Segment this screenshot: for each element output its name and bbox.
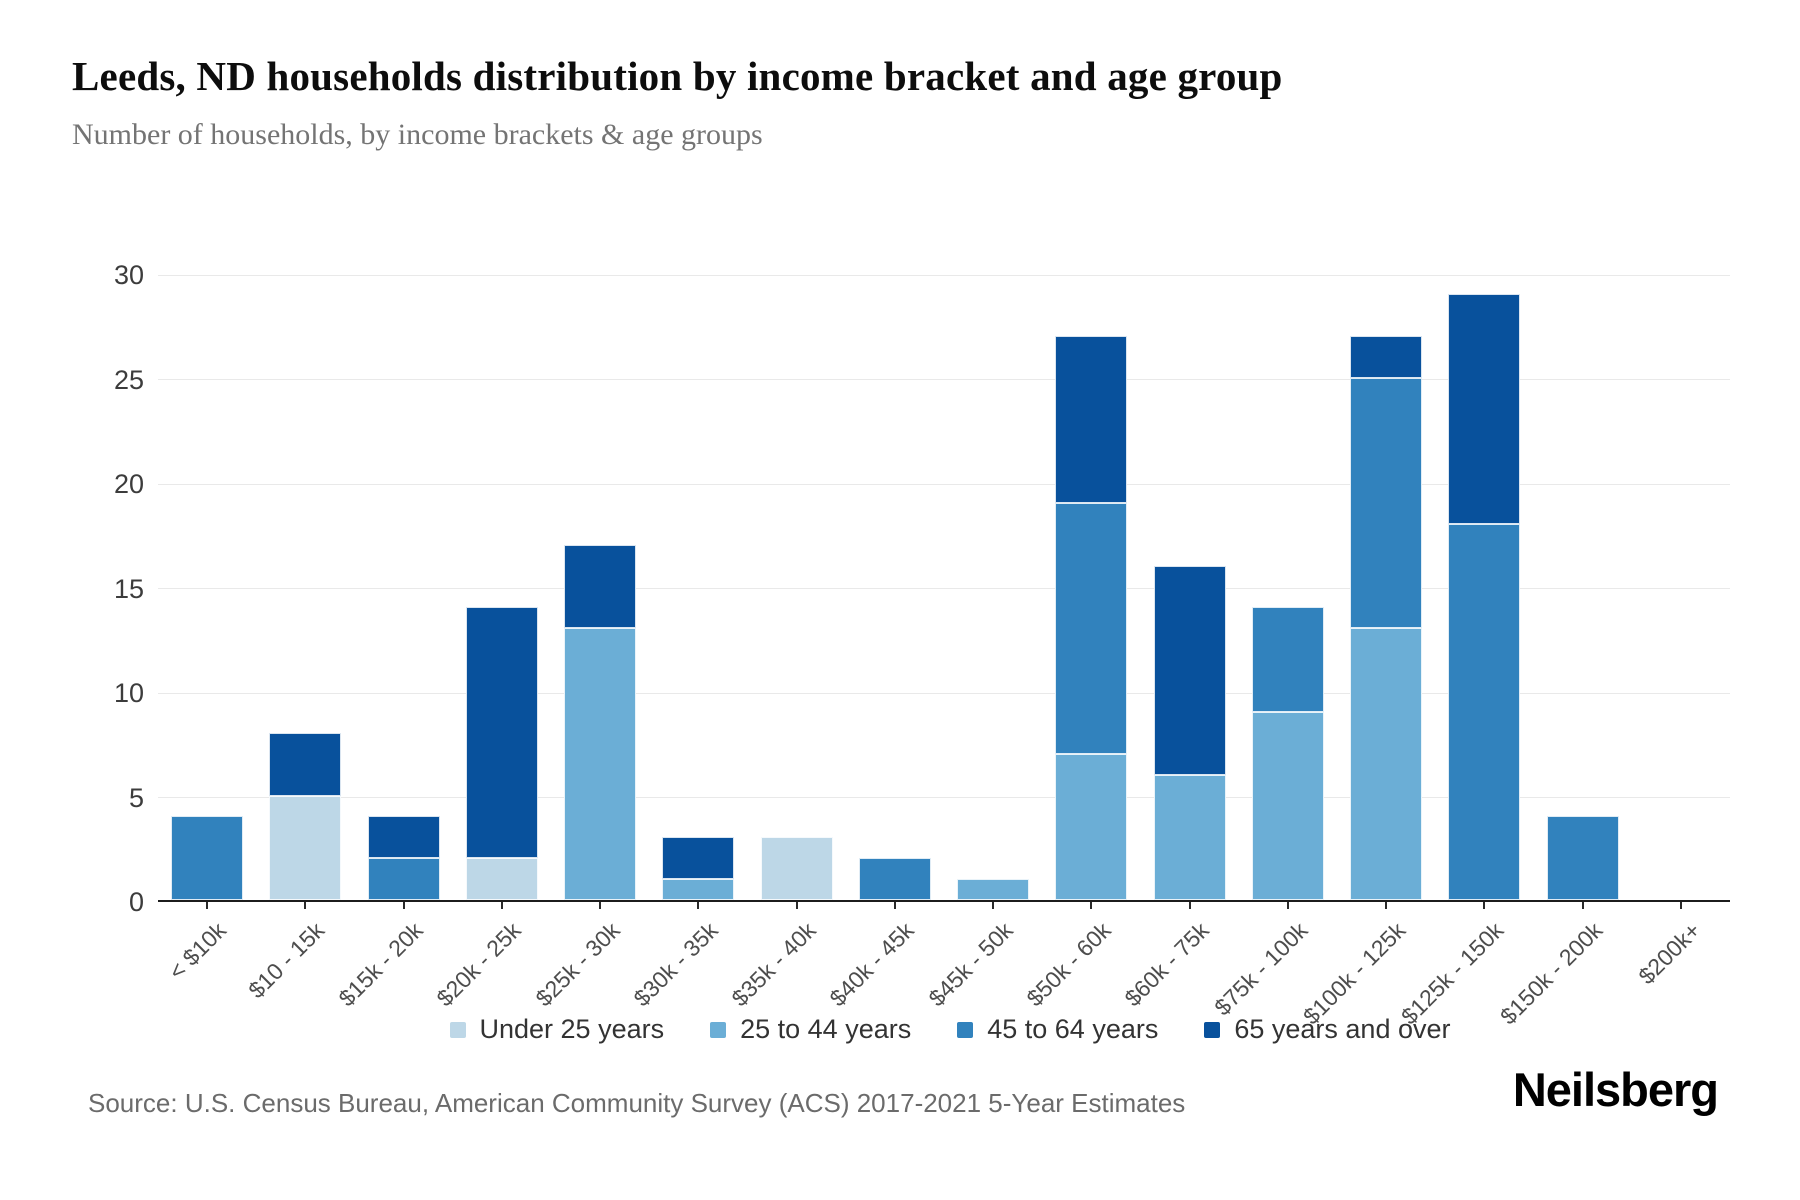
x-axis-tick [402, 902, 405, 909]
bar-segment [1055, 753, 1128, 900]
bar-segment [1251, 711, 1324, 900]
x-axis-line [158, 900, 1730, 902]
bar-segment [367, 858, 440, 900]
source-text: Source: U.S. Census Bureau, American Com… [88, 1088, 1186, 1118]
bar-segment [1350, 377, 1423, 629]
legend-label: 65 years and over [1234, 1014, 1451, 1044]
x-axis-tick [992, 902, 995, 909]
y-axis-tick-label: 25 [113, 364, 144, 395]
bar-segment [858, 858, 931, 900]
bar-segment [1153, 565, 1226, 775]
x-axis-tick [1090, 902, 1093, 909]
y-axis-tick-label: 15 [113, 573, 144, 604]
bar-segment [269, 795, 342, 900]
x-axis-tick [1483, 902, 1486, 909]
x-axis-tick [697, 902, 700, 909]
x-axis-category-label: $25k - 30k [530, 917, 625, 1012]
bar-segment [465, 858, 538, 900]
x-axis-tick [1581, 902, 1584, 909]
y-axis-tick-label: 30 [113, 260, 144, 290]
y-axis-tick-label: 20 [113, 469, 144, 499]
x-axis-tick [1286, 902, 1289, 909]
x-axis-tick [795, 902, 798, 909]
bar-segment [1055, 502, 1128, 754]
bar-segment [564, 544, 637, 629]
bar-segment [1055, 335, 1128, 503]
x-axis-tick [599, 902, 602, 909]
bar-segment [760, 837, 833, 900]
bar-segment [1448, 293, 1521, 524]
bar-segment [1546, 816, 1619, 900]
bar-segment [171, 816, 244, 900]
x-axis-category-label: $20k - 25k [431, 917, 527, 1012]
legend-swatch-icon [710, 1021, 727, 1038]
x-axis-tick [1679, 902, 1682, 909]
legend: Under 25 years 25 to 44 years 45 to 64 yea… [150, 1014, 1750, 1045]
x-axis-tick [893, 902, 896, 909]
bar-segment [662, 879, 735, 900]
x-axis-category-label: $15k - 20k [333, 917, 429, 1012]
bar-segment [1153, 774, 1226, 900]
legend-swatch-icon [957, 1021, 974, 1038]
plot-area: 0 5 10 15 20 25 30 < $10k $10 - 15k $15k - 20k $20… [114, 260, 1730, 1029]
x-axis-category-label: $35k - 40k [726, 917, 822, 1012]
legend-item[interactable]: 25 to 44 years [710, 1014, 911, 1045]
bar-segment [465, 607, 538, 859]
gridline [158, 588, 1730, 589]
legend-item[interactable]: 45 to 64 years [957, 1014, 1158, 1045]
chart-subtitle: Number of households, by income brackets… [72, 118, 763, 151]
y-axis-tick-label: 10 [113, 678, 144, 708]
x-axis-category-label: $50k - 60k [1021, 917, 1116, 1012]
y-axis-tick-label: 0 [128, 887, 144, 917]
bar-segment [1350, 628, 1423, 900]
brand-logo: Neilsberg [1512, 1063, 1719, 1116]
gridline [158, 483, 1730, 485]
bar-segment [1350, 335, 1423, 378]
x-axis-category-label: $30k - 35k [628, 917, 723, 1012]
x-axis-tick [1188, 902, 1191, 909]
x-axis-tick [500, 902, 503, 909]
x-axis-category-label: $200k+ [1633, 917, 1706, 990]
legend-label: Under 25 years [479, 1014, 665, 1044]
gridline [158, 692, 1730, 694]
x-axis-category-label: $10 - 15k [243, 917, 330, 1004]
x-axis-category-label: $60k - 75k [1119, 917, 1215, 1012]
x-axis-category-label: $40k - 45k [824, 917, 920, 1012]
bar-segment [564, 628, 637, 900]
gridline [158, 379, 1730, 380]
legend-label: 45 to 64 years [987, 1014, 1159, 1044]
bar-segment [662, 837, 735, 880]
legend-label: 25 to 44 years [740, 1014, 912, 1044]
y-axis-tick-label: 5 [128, 782, 144, 813]
bar-segment [269, 732, 342, 796]
gridline [158, 797, 1730, 798]
legend-item[interactable]: 65 years and over [1204, 1014, 1451, 1045]
bar-segment [367, 816, 440, 859]
x-axis-tick [1385, 902, 1388, 909]
x-axis-category-label: $45k - 50k [923, 917, 1018, 1012]
chart-title: Leeds, ND households distribution by inc… [72, 53, 1283, 99]
bar-segment [1448, 523, 1521, 900]
x-axis-category-label: $75k - 100k [1208, 917, 1313, 1021]
legend-swatch-icon [1204, 1021, 1221, 1038]
legend-swatch-icon [449, 1021, 466, 1038]
bar-segment [1251, 607, 1324, 712]
gridline [158, 274, 1730, 276]
x-axis-tick [206, 902, 209, 909]
x-axis-category-label: < $10k [163, 917, 232, 985]
x-axis-tick [304, 902, 307, 909]
bar-segment [957, 879, 1030, 900]
legend-item[interactable]: Under 25 years [449, 1014, 665, 1045]
